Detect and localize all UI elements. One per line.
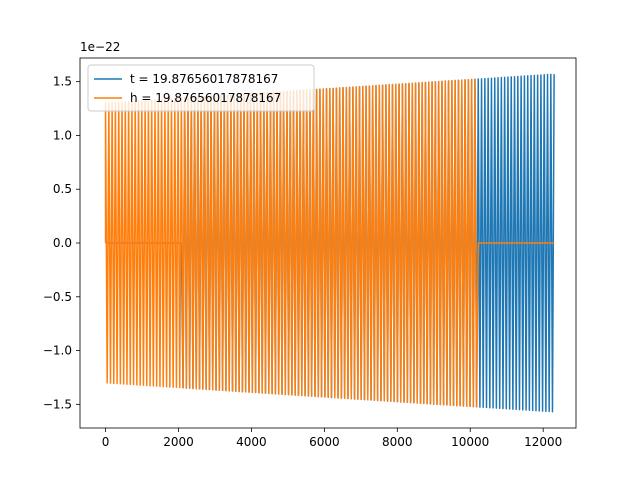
y-tick-label: −1.5: [43, 397, 72, 411]
x-tick-label: 12000: [524, 435, 562, 449]
legend-label-1: t = 19.87656017878167: [130, 72, 278, 86]
y-tick-label: 1.5: [53, 75, 72, 89]
series-line-2: [104, 78, 555, 408]
series-layer: [104, 73, 555, 413]
x-tick-label: 2000: [163, 435, 194, 449]
x-axis: 0 2000 4000 6000 8000 10000 12000: [102, 428, 562, 449]
x-tick-label: 6000: [309, 435, 340, 449]
y-tick-label: 0.0: [53, 236, 72, 250]
y-axis: −1.5 −1.0 −0.5 0.0 0.5 1.0 1.5: [43, 75, 80, 411]
x-tick-label: 4000: [236, 435, 267, 449]
legend-box: [87, 64, 315, 112]
y-tick-label: 1.0: [53, 128, 72, 142]
y-tick-label: −0.5: [43, 290, 72, 304]
legend-label-2: h = 19.87656017878167: [130, 91, 281, 105]
y-tick-label: 0.5: [53, 182, 72, 196]
y-tick-label: −1.0: [43, 344, 72, 358]
x-tick-label: 10000: [451, 435, 489, 449]
legend: t = 19.87656017878167 h = 19.876560178781…: [87, 64, 315, 112]
x-tick-label: 8000: [382, 435, 413, 449]
y-offset-text: 1e−22: [80, 40, 120, 54]
x-tick-label: 0: [102, 435, 110, 449]
